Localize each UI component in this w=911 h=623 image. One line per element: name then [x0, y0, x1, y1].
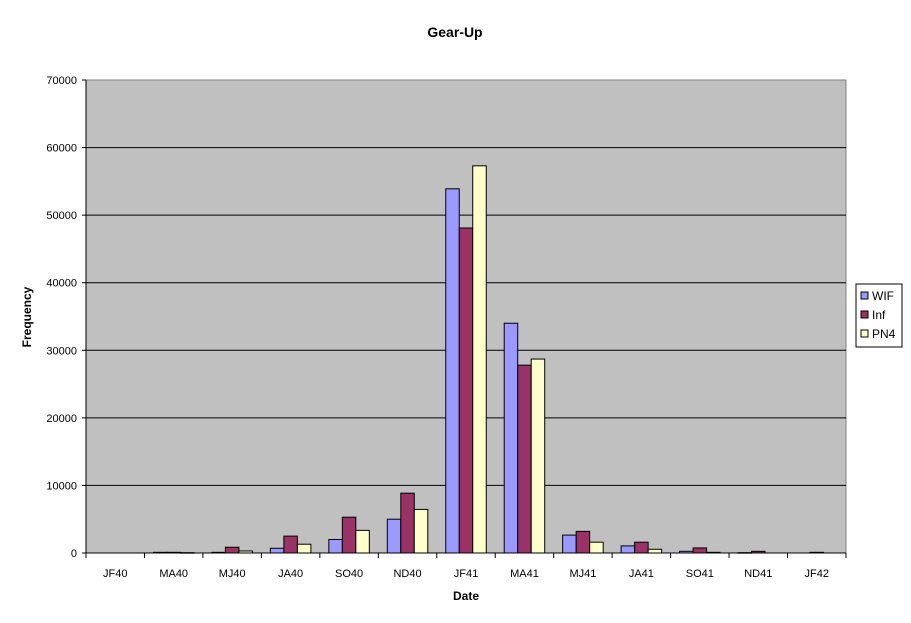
- x-tick-label: MA40: [159, 568, 188, 580]
- y-tick-label: 70000: [46, 75, 77, 87]
- bar-inf-jf41: [458, 227, 474, 554]
- x-tick-label: JF41: [454, 568, 478, 580]
- axes: 0 10000 20000 30000 40000 50000 60000 70000 JF40…: [46, 75, 847, 580]
- legend-label-wif: WIF: [872, 289, 894, 303]
- x-tick-label: MA41: [510, 568, 539, 580]
- x-axis-label: Date: [453, 589, 479, 603]
- bar-wif-ja40: [269, 547, 285, 554]
- bar-inf-ja41: [634, 541, 649, 554]
- bar-inf-so40: [341, 516, 357, 554]
- x-tick-label: ND41: [744, 568, 772, 580]
- x-tick-label: JF40: [103, 568, 127, 580]
- bar-inf-nd40: [400, 492, 415, 554]
- y-tick-label: 20000: [46, 413, 77, 425]
- bar-wif-jf41: [445, 188, 460, 554]
- legend-swatch-pn4: [860, 329, 869, 338]
- gridlines: [86, 147, 846, 486]
- bar-wif-nd40: [386, 518, 402, 554]
- bar-pn4-ja41: [647, 548, 663, 554]
- bar-inf-ja40: [283, 535, 298, 554]
- y-tick-label: 50000: [46, 210, 77, 222]
- bars: [152, 165, 825, 554]
- x-tick-label: JF42: [805, 568, 829, 580]
- x-tick-label: SO41: [686, 568, 714, 580]
- legend: WIF Inf PN4: [855, 283, 903, 348]
- x-tick-label: MJ41: [569, 568, 596, 580]
- x-tick-label: JA40: [278, 568, 303, 580]
- y-tick-label: 0: [71, 548, 77, 560]
- bar-wif-ja41: [620, 545, 636, 554]
- bar-pn4-mj41: [589, 541, 604, 554]
- legend-label-inf: Inf: [872, 308, 886, 322]
- bar-inf-so41: [692, 547, 708, 554]
- bar-pn4-jf41: [472, 165, 487, 554]
- bar-wif-mj41: [562, 534, 577, 554]
- legend-swatch-wif: [860, 291, 869, 300]
- legend-label-pn4: PN4: [872, 327, 896, 341]
- x-tick-label: SO40: [335, 568, 363, 580]
- y-tick-label: 60000: [46, 143, 77, 155]
- bar-pn4-ma41: [530, 358, 546, 554]
- x-tick-label: MJ40: [219, 568, 246, 580]
- y-tick-label: 40000: [46, 278, 77, 290]
- y-axis-label: Frequency: [20, 286, 34, 347]
- bar-wif-ma41: [503, 322, 519, 554]
- bar-pn4-so40: [355, 529, 370, 554]
- y-tick-label: 30000: [46, 345, 77, 357]
- bar-pn4-ja40: [296, 543, 312, 554]
- bar-pn4-nd40: [413, 508, 429, 554]
- bar-inf-mj41: [575, 530, 591, 554]
- chart-title: Gear-Up: [427, 24, 482, 40]
- y-tick-label: 10000: [46, 480, 77, 492]
- bar-inf-mj40: [224, 546, 240, 554]
- x-tick-label: ND40: [393, 568, 421, 580]
- x-tick-label: JA41: [629, 568, 654, 580]
- bar-wif-so40: [328, 538, 343, 554]
- bar-inf-ma41: [517, 364, 532, 554]
- legend-swatch-inf: [860, 310, 869, 319]
